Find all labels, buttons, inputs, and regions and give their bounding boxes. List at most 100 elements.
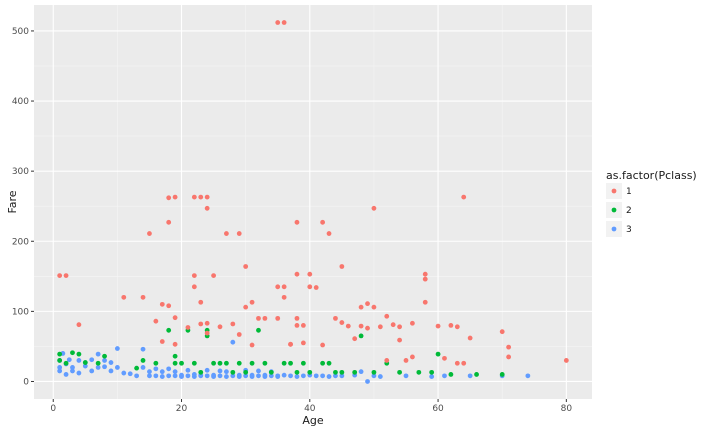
data-point-class-2: [474, 372, 479, 377]
x-axis-title: Age: [302, 414, 324, 427]
data-point-class-3: [371, 373, 377, 379]
data-point-class-1: [172, 341, 178, 347]
data-point-class-1: [300, 322, 306, 328]
data-point-class-1: [294, 271, 300, 277]
data-point-class-2: [224, 360, 229, 366]
data-point-class-2: [236, 360, 242, 366]
data-point-class-3: [185, 373, 191, 379]
data-point-class-1: [454, 324, 460, 330]
data-point-class-3: [256, 373, 261, 379]
data-point-class-1: [204, 330, 210, 336]
data-point-class-3: [63, 372, 69, 377]
data-point-class-1: [365, 325, 370, 331]
data-point-class-2: [294, 369, 300, 375]
data-point-class-2: [339, 369, 345, 375]
x-tick-label: 40: [304, 404, 316, 414]
data-point-class-1: [198, 299, 204, 305]
data-point-class-3: [268, 373, 274, 379]
data-point-class-1: [461, 360, 467, 366]
data-point-class-1: [339, 320, 345, 325]
axes: 0 20 40 60 80 0 100 200 300 400 500: [12, 27, 573, 414]
legend-key-marker: [611, 188, 617, 194]
data-point-class-3: [224, 369, 229, 375]
data-point-class-2: [230, 369, 236, 375]
data-point-class-1: [294, 322, 300, 328]
data-point-class-3: [76, 370, 82, 376]
data-point-class-1: [198, 194, 204, 200]
data-point-class-3: [300, 373, 306, 379]
data-point-class-1: [166, 195, 172, 201]
data-point-class-1: [422, 271, 428, 277]
data-point-class-1: [345, 323, 351, 329]
data-point-class-3: [294, 374, 300, 379]
data-point-class-1: [320, 342, 326, 348]
data-point-class-1: [371, 205, 377, 211]
data-point-class-1: [467, 335, 473, 341]
data-point-class-3: [288, 373, 293, 379]
data-point-class-1: [147, 231, 152, 236]
data-point-class-2: [102, 353, 107, 359]
legend-key-marker: [611, 226, 617, 232]
data-point-class-1: [166, 303, 172, 309]
data-point-class-3: [66, 357, 72, 363]
data-point-class-2: [333, 369, 338, 375]
data-point-class-3: [114, 365, 120, 370]
legend-label: 2: [626, 206, 632, 216]
legend-entries: 1 2 3: [606, 183, 632, 237]
data-point-class-3: [236, 372, 242, 378]
x-tick-label: 20: [176, 404, 188, 414]
data-point-class-1: [313, 285, 319, 290]
data-point-class-1: [63, 273, 69, 279]
data-point-class-1: [377, 324, 383, 330]
data-point-class-1: [397, 337, 402, 343]
data-point-class-1: [371, 304, 377, 310]
data-point-class-2: [140, 358, 146, 363]
data-point-class-3: [275, 373, 281, 379]
data-point-class-2: [249, 360, 255, 366]
data-point-class-3: [256, 368, 261, 374]
data-point-class-3: [249, 372, 255, 378]
data-point-class-2: [371, 369, 377, 375]
data-point-class-1: [403, 358, 409, 363]
data-point-class-3: [358, 369, 364, 375]
data-point-class-3: [108, 360, 114, 365]
data-point-class-3: [217, 373, 223, 379]
data-point-class-1: [211, 273, 216, 279]
data-point-class-1: [236, 231, 242, 236]
data-point-class-3: [333, 373, 338, 379]
data-point-class-1: [281, 20, 287, 25]
data-point-class-2: [217, 360, 223, 366]
data-point-class-3: [204, 373, 210, 379]
data-point-class-1: [454, 360, 460, 366]
data-point-class-3: [159, 369, 165, 375]
data-point-class-1: [198, 321, 204, 327]
data-point-class-1: [275, 20, 281, 25]
data-point-class-2: [191, 360, 197, 366]
data-point-class-3: [185, 367, 191, 373]
data-point-class-3: [365, 379, 370, 384]
data-point-class-1: [365, 301, 370, 307]
grid: [34, 5, 592, 399]
data-point-class-3: [172, 369, 178, 375]
data-point-class-1: [217, 324, 223, 330]
x-tick-label: 0: [50, 404, 56, 414]
data-point-class-3: [153, 373, 159, 379]
data-point-class-1: [563, 358, 569, 363]
data-point-class-2: [281, 360, 287, 366]
data-point-class-3: [166, 366, 172, 372]
data-point-class-2: [153, 360, 159, 366]
legend: as.factor(Pclass) 1 2 3: [606, 169, 697, 237]
data-point-class-2: [268, 369, 274, 375]
data-point-class-1: [435, 323, 441, 329]
data-point-class-2: [134, 365, 140, 371]
data-point-class-2: [429, 369, 435, 375]
data-point-class-3: [281, 372, 287, 378]
data-point-class-1: [224, 231, 229, 236]
data-point-class-3: [57, 368, 63, 374]
data-point-class-1: [159, 301, 165, 307]
legend-title: as.factor(Pclass): [606, 169, 697, 182]
data-point-class-3: [429, 374, 435, 379]
data-point-class-2: [95, 360, 101, 366]
data-point-class-3: [442, 373, 447, 379]
